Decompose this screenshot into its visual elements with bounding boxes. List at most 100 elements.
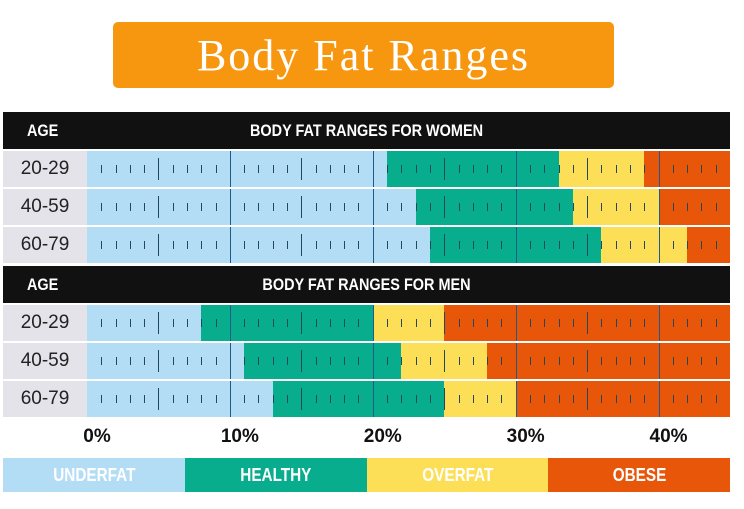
minor-tick: [101, 357, 103, 365]
mid-tick: [587, 388, 589, 410]
minor-tick: [615, 357, 617, 365]
range-bar: [87, 189, 730, 225]
major-tick: [658, 381, 660, 417]
mid-tick: [587, 158, 589, 180]
overfat-segment: [601, 227, 688, 263]
minor-tick: [329, 203, 331, 211]
minor-tick: [358, 357, 360, 365]
obese-segment: [515, 381, 730, 417]
minor-tick: [201, 395, 203, 403]
age-label: 60-79: [3, 227, 87, 263]
minor-tick: [258, 241, 260, 249]
minor-tick: [129, 319, 131, 327]
minor-tick: [115, 319, 117, 327]
panel-header: AGE BODY FAT RANGES FOR WOMEN: [3, 112, 730, 149]
obese-segment: [444, 305, 730, 341]
minor-tick: [572, 165, 574, 173]
minor-tick: [129, 357, 131, 365]
minor-tick: [344, 203, 346, 211]
minor-tick: [687, 395, 689, 403]
major-tick: [229, 227, 231, 263]
minor-tick: [644, 395, 646, 403]
mid-tick: [158, 312, 160, 334]
x-tick-label: 30%: [506, 426, 545, 447]
minor-tick: [387, 395, 389, 403]
minor-tick: [544, 395, 546, 403]
minor-tick: [287, 357, 289, 365]
minor-tick: [101, 203, 103, 211]
minor-tick: [387, 357, 389, 365]
minor-tick: [501, 319, 503, 327]
minor-tick: [601, 395, 603, 403]
minor-tick: [415, 203, 417, 211]
mid-tick: [301, 312, 303, 334]
minor-tick: [458, 395, 460, 403]
major-tick: [372, 343, 374, 379]
minor-tick: [401, 357, 403, 365]
overfat-segment: [444, 381, 516, 417]
minor-tick: [287, 165, 289, 173]
minor-tick: [644, 165, 646, 173]
minor-tick: [358, 165, 360, 173]
minor-tick: [687, 165, 689, 173]
minor-tick: [629, 165, 631, 173]
healthy-segment: [415, 189, 573, 225]
mid-tick: [444, 234, 446, 256]
minor-tick: [244, 395, 246, 403]
legend-healthy: HEALTHY: [184, 458, 367, 492]
age-label: 60-79: [3, 381, 87, 417]
minor-tick: [272, 241, 274, 249]
minor-tick: [187, 395, 189, 403]
minor-tick: [529, 357, 531, 365]
minor-tick: [487, 241, 489, 249]
major-tick: [372, 227, 374, 263]
panel-title: BODY FAT RANGES FOR MEN: [262, 275, 471, 294]
minor-tick: [615, 203, 617, 211]
age-label: 20-29: [3, 151, 87, 187]
overfat-segment: [372, 305, 445, 341]
minor-tick: [387, 319, 389, 327]
minor-tick: [572, 241, 574, 249]
major-tick: [515, 189, 517, 225]
legend-label: HEALTHY: [240, 464, 312, 485]
table-row: 40-59: [3, 189, 730, 225]
minor-tick: [201, 165, 203, 173]
minor-tick: [344, 165, 346, 173]
legend-underfat: UNDERFAT: [3, 458, 185, 492]
minor-tick: [601, 203, 603, 211]
legend-obese: OBESE: [548, 458, 730, 492]
minor-tick: [387, 165, 389, 173]
minor-tick: [115, 165, 117, 173]
mid-tick: [158, 196, 160, 218]
major-tick: [515, 151, 517, 187]
minor-tick: [129, 165, 131, 173]
minor-tick: [329, 395, 331, 403]
minor-tick: [572, 319, 574, 327]
mid-tick: [444, 196, 446, 218]
minor-tick: [115, 241, 117, 249]
age-label: 40-59: [3, 343, 87, 379]
minor-tick: [244, 203, 246, 211]
age-column-header: AGE: [27, 275, 59, 294]
mid-tick: [587, 196, 589, 218]
minor-tick: [144, 241, 146, 249]
minor-tick: [715, 203, 717, 211]
minor-tick: [387, 241, 389, 249]
minor-tick: [287, 241, 289, 249]
minor-tick: [129, 241, 131, 249]
minor-tick: [501, 241, 503, 249]
minor-tick: [287, 319, 289, 327]
minor-tick: [258, 319, 260, 327]
panel-title: BODY FAT RANGES FOR WOMEN: [249, 121, 484, 140]
range-bar: [87, 227, 730, 263]
major-tick: [229, 189, 231, 225]
minor-tick: [344, 319, 346, 327]
minor-tick: [572, 395, 574, 403]
minor-tick: [172, 203, 174, 211]
minor-tick: [715, 165, 717, 173]
minor-tick: [472, 395, 474, 403]
table-row: 60-79: [3, 381, 730, 417]
minor-tick: [358, 203, 360, 211]
mid-tick: [301, 388, 303, 410]
minor-tick: [315, 357, 317, 365]
